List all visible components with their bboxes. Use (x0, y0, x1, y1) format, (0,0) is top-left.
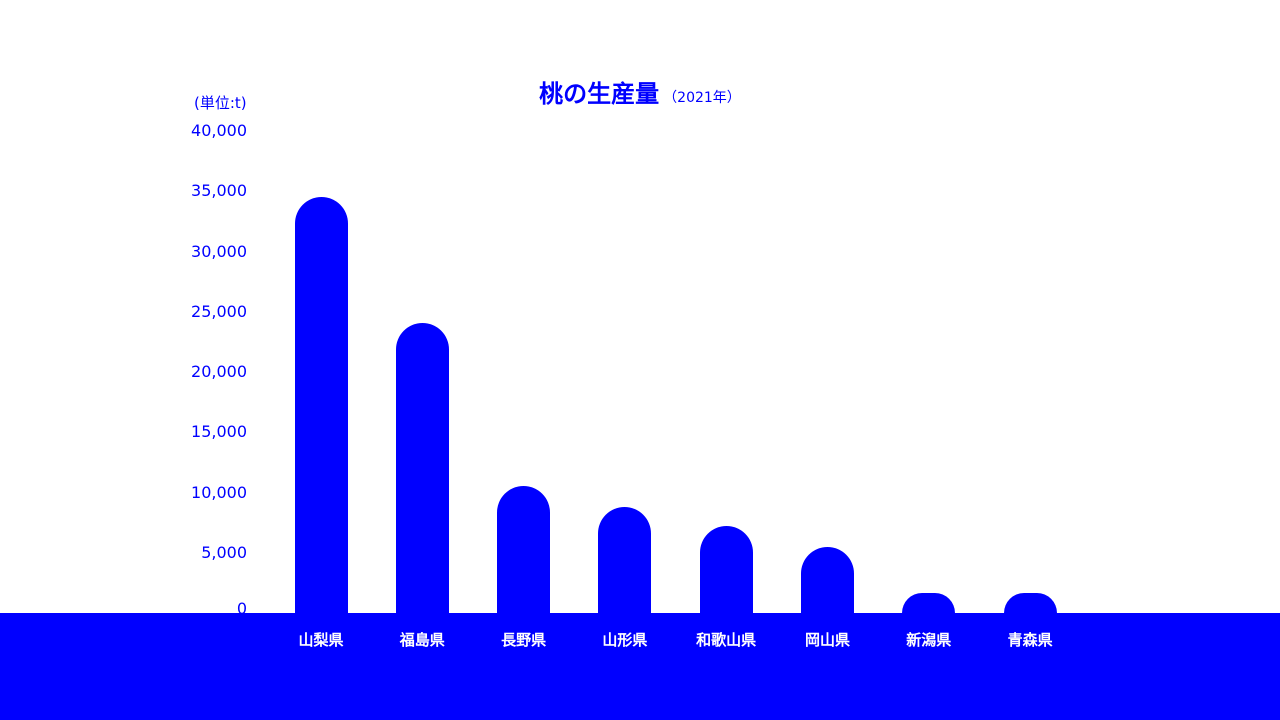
bar (1003, 592, 1057, 613)
bar (497, 486, 551, 613)
x-tick-label: 山形県 (602, 631, 648, 649)
bar (801, 546, 854, 613)
y-tick-label: 5,000 (201, 542, 247, 562)
x-tick-label: 青森県 (1007, 631, 1053, 649)
x-tick-label: 新潟県 (906, 631, 952, 649)
bar (902, 592, 956, 613)
y-tick-label: 0 (236, 599, 247, 618)
y-tick-label: 30,000 (191, 241, 247, 261)
x-tick-label: 和歌山県 (696, 631, 757, 649)
chart-title-main: 桃の生産量 (539, 80, 660, 108)
y-tick-label: 40,000 (191, 121, 247, 140)
bar (395, 322, 449, 613)
chart-title: 桃の生産量 （2021年） (0, 74, 1280, 109)
bar (294, 197, 348, 613)
bar (598, 506, 652, 613)
y-tick-label: 20,000 (191, 362, 247, 381)
y-tick-label: 15,000 (191, 422, 247, 442)
x-tick-label: 長野県 (501, 631, 547, 649)
y-tick-label: 35,000 (191, 181, 247, 201)
y-axis-unit-label: (単位:t) (194, 94, 247, 112)
bar (699, 526, 753, 613)
chart-subtitle: （2021年） (663, 90, 741, 106)
x-tick-label: 岡山県 (804, 631, 850, 649)
x-tick-label: 福島県 (399, 631, 445, 649)
x-tick-label: 山梨県 (298, 631, 344, 649)
y-tick-label: 25,000 (191, 301, 247, 321)
y-tick-label: 10,000 (191, 482, 247, 502)
footer-band (0, 613, 1280, 720)
